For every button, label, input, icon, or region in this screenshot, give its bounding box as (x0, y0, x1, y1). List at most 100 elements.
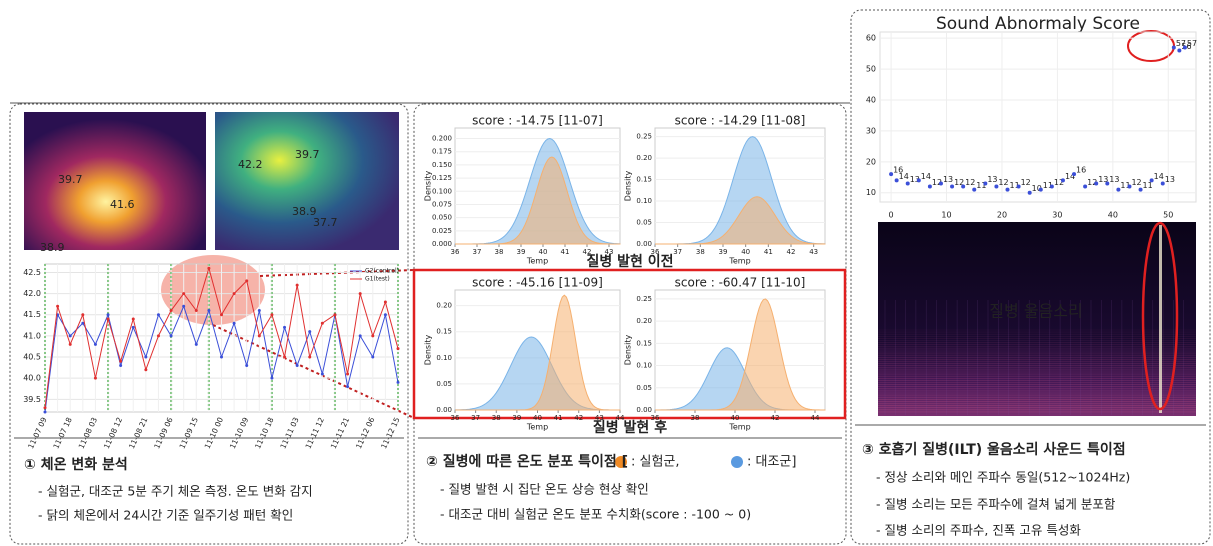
point (371, 334, 374, 337)
x-tick-label: 39 (517, 248, 526, 256)
x-tick-label: 38 (492, 414, 501, 422)
x-tick-label: 11-10 00 (203, 416, 226, 451)
y-tick-label: 0.20 (636, 317, 652, 325)
x-axis-label: Temp (728, 257, 750, 266)
point (81, 313, 84, 316)
point (170, 334, 173, 337)
bullet: - 닭의 체온에서 24시간 기준 일주기성 패턴 확인 (38, 508, 293, 523)
value-label: 12 (965, 178, 975, 187)
point (346, 385, 349, 388)
point (346, 372, 349, 375)
highlight-ellipse (1128, 31, 1174, 61)
x-tick-label: 44 (811, 414, 820, 422)
x-tick-label: 40 (533, 414, 542, 422)
point (207, 309, 210, 312)
thermal-image (215, 112, 399, 250)
y-axis-label: Density (424, 335, 433, 366)
x-tick-label: 39 (512, 414, 521, 422)
point (132, 326, 135, 329)
x-tick-label: 42 (771, 414, 780, 422)
value-label: 13 (943, 175, 953, 184)
y-tick-label: 0.05 (436, 380, 452, 388)
x-tick-label: 37 (673, 248, 682, 256)
x-tick-label: 40 (539, 248, 548, 256)
y-tick-label: 0.025 (432, 227, 452, 235)
density-area (455, 337, 620, 410)
y-tick-label: 0.15 (636, 176, 652, 184)
x-tick-label: 40 (741, 248, 750, 256)
value-label: 14 (921, 172, 931, 181)
x-tick-label: 38 (691, 414, 700, 422)
value-label: 12 (1021, 178, 1031, 187)
point (397, 347, 400, 350)
x-tick-label: 11-10 18 (253, 416, 276, 451)
y-tick-label: 20 (866, 157, 876, 166)
bullet: - 대조군 대비 실험군 온도 분포 수치화(score : -100 ~ 0) (440, 507, 751, 522)
value-label: 11 (1143, 181, 1153, 190)
x-tick-label: 37 (471, 414, 480, 422)
x-tick-label: 44 (616, 414, 625, 422)
point (157, 334, 160, 337)
x-tick-label: 42 (574, 414, 583, 422)
point (384, 301, 387, 304)
x-tick-label: 50 (1163, 211, 1173, 220)
point (308, 356, 311, 359)
y-tick-label: 0.20 (436, 302, 452, 310)
value-label: 12 (1131, 178, 1141, 187)
legend-label: : 대조군] (747, 455, 796, 470)
heading: ② 질병에 따른 온도 분포 특이점 [ (426, 453, 628, 470)
bullet: - 정상 소리와 메인 주파수 동일(512~1024Hz) (876, 470, 1130, 485)
value-label: 14 (1154, 172, 1164, 181)
x-tick-label: 11-09 15 (177, 416, 200, 451)
temp-label: 38.9 (40, 241, 65, 254)
chart-title: score : -45.16 [11-09] (472, 276, 603, 290)
bullet: - 질병 소리의 주파수, 진폭 고유 특성화 (876, 523, 1081, 538)
x-tick-label: 43 (605, 248, 614, 256)
point (195, 343, 198, 346)
value-label: 13 (1165, 175, 1175, 184)
point (397, 381, 400, 384)
y-axis-label: Density (624, 171, 633, 202)
point (359, 292, 362, 295)
y-tick-label: 0.050 (432, 214, 452, 222)
y-tick-label: 30 (866, 126, 876, 135)
point (94, 377, 97, 380)
y-tick-label: 0.075 (432, 200, 452, 208)
temp-label: 41.6 (110, 198, 135, 211)
point (270, 313, 273, 316)
point (157, 313, 160, 316)
point (245, 364, 248, 367)
chart-title: Sound Abnormaly Score (936, 14, 1140, 34)
x-tick-label: 10 (941, 211, 951, 220)
point (44, 411, 47, 414)
value-label: 13 (987, 175, 997, 184)
point (119, 364, 122, 367)
x-tick-label: 36 (451, 248, 460, 256)
figure: 39.7 41.6 38.9 42.2 39.7 38.9 37.7 질병 발현… (0, 0, 1213, 546)
point (359, 334, 362, 337)
y-tick-label: 0.10 (636, 197, 652, 205)
x-tick-label: 41 (764, 248, 773, 256)
chart-title: score : -60.47 [11-10] (675, 276, 806, 290)
heading: ① 체온 변화 분석 (24, 457, 128, 473)
bullet: - 질병 발현 시 집단 온도 상승 현상 확인 (440, 482, 649, 497)
y-axis-label: Density (624, 335, 633, 366)
temp-label: 39.7 (58, 173, 83, 186)
x-tick-label: 43 (595, 414, 604, 422)
x-tick-label: 36 (651, 414, 660, 422)
y-tick-label: 39.5 (23, 395, 41, 404)
y-tick-label: 0.00 (636, 240, 652, 248)
x-tick-label: 42 (787, 248, 796, 256)
value-label: 16 (1076, 166, 1086, 175)
point (119, 360, 122, 363)
x-tick-label: 40 (731, 414, 740, 422)
x-tick-label: 11-11 03 (278, 416, 301, 451)
x-tick-label: 11-11 21 (329, 416, 352, 451)
x-tick-label: 11-12 15 (379, 416, 402, 451)
y-tick-label: 41.5 (23, 310, 41, 319)
x-tick-label: 38 (696, 248, 705, 256)
x-tick-label: 11-07 09 (26, 416, 49, 451)
value-label: 13 (1109, 175, 1119, 184)
y-tick-label: 0.20 (636, 154, 652, 162)
x-tick-label: 40 (1108, 211, 1118, 220)
